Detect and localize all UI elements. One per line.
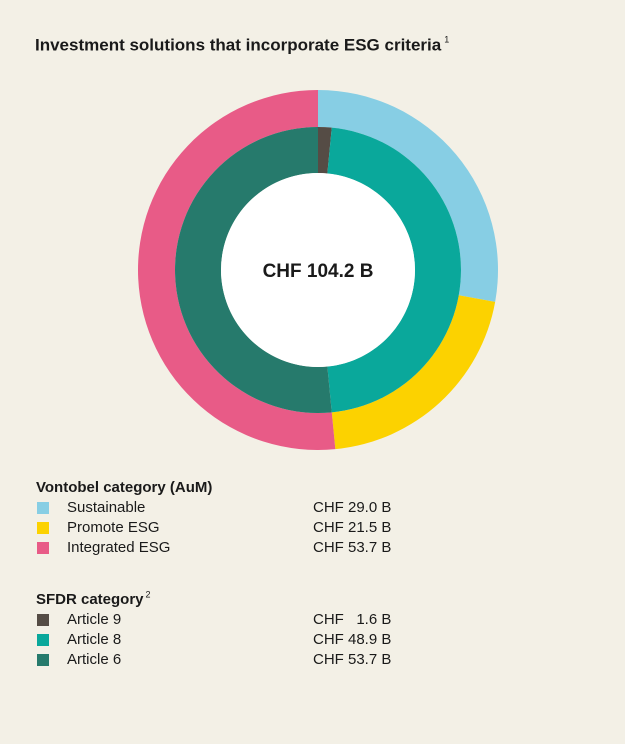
donut-segment	[318, 90, 498, 302]
legend-label: Article 9	[67, 611, 121, 628]
title-note: 1	[444, 34, 449, 44]
legend-label: Article 6	[67, 651, 121, 668]
donut-hole	[221, 173, 415, 367]
legend-label: Article 8	[67, 631, 121, 648]
legend-label: Sustainable	[67, 499, 145, 516]
legend-title: SFDR category	[36, 591, 144, 608]
value-label: CHF 29.0 B	[313, 499, 391, 516]
value-label: CHF 53.7 B	[313, 651, 391, 668]
center-label: CHF 104.2 B	[263, 261, 374, 282]
value-label: CHF 53.7 B	[313, 539, 391, 556]
legend-swatch	[37, 654, 49, 666]
donut-segment	[318, 127, 332, 174]
legend-swatch	[37, 542, 49, 554]
legend-label: Promote ESG	[67, 519, 160, 536]
value-label: CHF 21.5 B	[313, 519, 391, 536]
legend-note: 2	[146, 589, 151, 599]
donut-segment	[327, 127, 461, 413]
legend-title: Vontobel category (AuM)	[36, 479, 212, 496]
value-label: CHF 1.6 B	[313, 611, 391, 628]
donut-segment	[175, 127, 332, 414]
legend-label: Integrated ESG	[67, 539, 170, 556]
chart-title: Investment solutions that incorporate ES…	[35, 35, 442, 54]
legend-swatch	[37, 634, 49, 646]
legend-swatch	[37, 614, 49, 626]
legend-swatch	[37, 522, 49, 534]
legend-swatch	[37, 502, 49, 514]
value-label: CHF 48.9 B	[313, 631, 391, 648]
donut-segment	[331, 295, 496, 450]
donut-segment	[137, 90, 336, 450]
